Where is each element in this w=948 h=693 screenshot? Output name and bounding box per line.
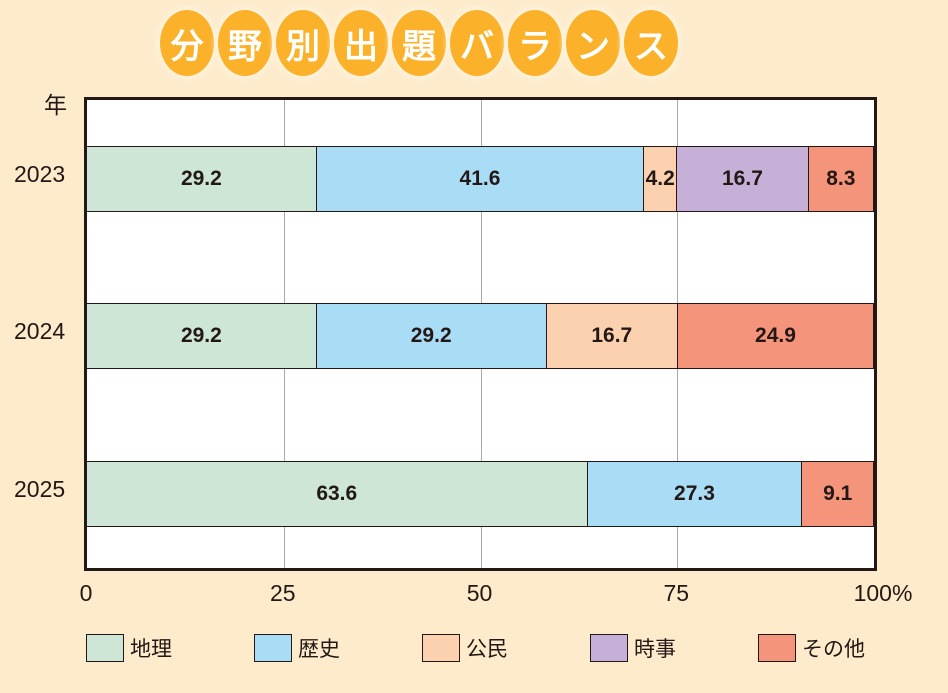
x-tick-label: 0 (79, 580, 93, 606)
legend-swatch (758, 634, 796, 662)
legend-item: 歴史 (254, 633, 422, 663)
data-label: 16.7 (722, 167, 763, 190)
legend-swatch (86, 634, 124, 662)
x-tick-label: 50 (466, 580, 493, 606)
x-tick-label: 25 (269, 580, 296, 606)
y-tick-label: 2023 (14, 161, 66, 187)
legend-swatch (254, 634, 292, 662)
legend-item: その他 (758, 633, 926, 663)
bar-segment: 29.2 (87, 146, 317, 212)
legend-item: 地理 (86, 633, 254, 663)
stacked-bar: 29.2 41.6 4.2 16.7 8.3 (87, 146, 874, 212)
title-char: バ (450, 10, 504, 76)
data-label: 9.1 (823, 482, 853, 505)
bar-segment: 27.3 (587, 461, 803, 527)
title-char: 出 (334, 10, 388, 76)
x-tick-label: 100% (853, 580, 913, 606)
stacked-bar: 63.6 27.3 9.1 (87, 461, 874, 527)
legend: 地理 歴史 公民 時事 その他 (86, 633, 926, 663)
legend-label: その他 (802, 637, 865, 661)
x-tick-label: 75 (663, 580, 690, 606)
legend-label: 地理 (130, 637, 172, 661)
stacked-bar: 29.2 29.2 16.7 24.9 (87, 303, 874, 369)
data-label: 29.2 (410, 324, 452, 347)
data-label: 29.2 (180, 167, 222, 190)
legend-item: 公民 (422, 633, 590, 663)
plot-area: 29.2 41.6 4.2 16.7 8.3 29.2 29.2 16.7 24.9 63.6 27… (84, 97, 877, 571)
legend-swatch (590, 634, 628, 662)
data-label: 4.2 (645, 167, 675, 190)
legend-label: 公民 (466, 637, 508, 661)
bar-segment: 9.1 (802, 461, 874, 527)
title-char: 分 (160, 10, 214, 76)
chart-title: 分野別出題バランス (160, 10, 678, 76)
bar-segment: 16.7 (546, 303, 679, 369)
data-label: 16.7 (591, 324, 633, 347)
data-label: 41.6 (459, 167, 501, 190)
title-char: ン (566, 10, 620, 76)
y-tick-label: 2025 (14, 476, 66, 502)
title-char: ス (624, 10, 678, 76)
data-label: 24.9 (755, 324, 796, 347)
legend-item: 時事 (590, 633, 758, 663)
title-char: 別 (276, 10, 330, 76)
data-label: 29.2 (180, 324, 222, 347)
title-char: ラ (508, 10, 562, 76)
bar-segment: 29.2 (316, 303, 547, 369)
bar-segment: 63.6 (87, 461, 588, 527)
title-char: 題 (392, 10, 446, 76)
bar-segment: 8.3 (808, 146, 874, 212)
y-tick-label: 2024 (14, 318, 66, 344)
bar-segment: 41.6 (316, 146, 645, 212)
data-label: 63.6 (316, 482, 358, 505)
legend-swatch (422, 634, 460, 662)
bar-segment: 29.2 (87, 303, 317, 369)
bar-segment: 16.7 (677, 146, 809, 212)
data-label: 8.3 (826, 167, 856, 190)
legend-label: 時事 (634, 637, 676, 661)
y-axis-label: 年 (44, 92, 67, 118)
legend-label: 歴史 (298, 637, 340, 661)
bar-segment: 4.2 (644, 146, 678, 212)
bar-segment: 24.9 (678, 303, 874, 369)
data-label: 27.3 (674, 482, 715, 505)
title-char: 野 (218, 10, 272, 76)
